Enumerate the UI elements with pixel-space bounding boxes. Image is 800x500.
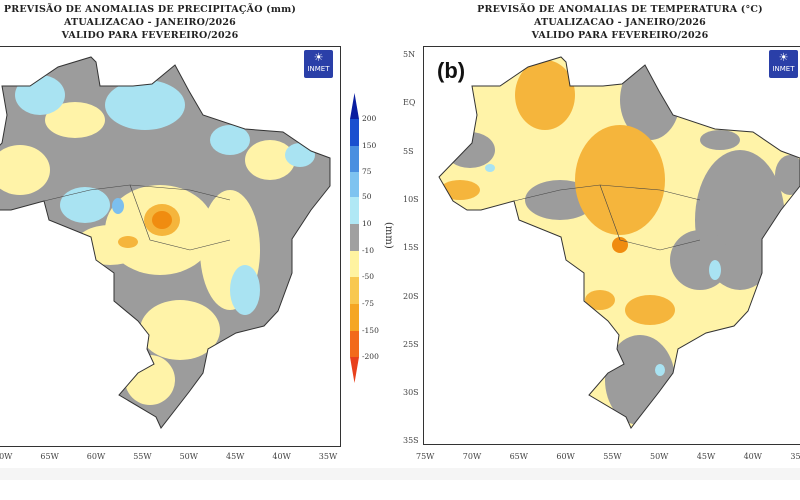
- legend-color-band: [350, 197, 359, 224]
- axis-tick-label: 55W: [603, 452, 622, 461]
- bottom-strip: [0, 468, 800, 480]
- legend-level-label: -75: [362, 299, 375, 308]
- legend-color-band: [350, 146, 359, 172]
- precip-map-frame: [0, 46, 341, 447]
- wet-anomaly-areas: [15, 75, 315, 315]
- axis-tick-label: 30S: [403, 388, 419, 398]
- title-line: VALIDO PARA FEVEREIRO/2026: [61, 30, 239, 41]
- axis-tick-label: 20S: [403, 291, 419, 301]
- legend-level-label: -150: [362, 326, 379, 335]
- temp-map-frame: [423, 46, 800, 445]
- legend-color-band: [350, 224, 359, 251]
- legend-top-arrow: [350, 93, 359, 119]
- axis-tick-label: 35W: [318, 452, 338, 461]
- axis-tick-label: 65W: [509, 452, 528, 461]
- axis-tick-label: 70W: [462, 452, 482, 461]
- inmet-logo: ☀ INMET: [304, 50, 333, 78]
- temp-title: PREVISÃO DE ANOMALIAS DE TEMPERATURA (°C…: [470, 3, 770, 42]
- inmet-logo: ☀ INMET: [769, 50, 798, 78]
- precip-title: PREVISÃO DE ANOMALIAS DE PRECIPITAÇÃO (m…: [0, 3, 300, 42]
- axis-tick-label: 50W: [179, 452, 198, 461]
- axis-tick-label: 50W: [650, 452, 669, 461]
- axis-tick-label: EQ: [403, 98, 416, 108]
- legend-color-band: [350, 119, 359, 146]
- axis-tick-label: 55W: [133, 452, 152, 461]
- axis-tick-label: 5S: [403, 146, 414, 156]
- axis-tick-label: 45W: [226, 452, 245, 461]
- legend-level-label: 150: [362, 141, 377, 150]
- axis-tick-label: 40W: [743, 452, 762, 461]
- precip-legend-colorbar: [350, 93, 359, 383]
- legend-level-label: 75: [362, 167, 372, 176]
- axis-tick-label: 5N: [403, 50, 416, 59]
- precip-anomaly-map: [0, 57, 330, 428]
- axis-tick-label: 40W: [272, 452, 291, 461]
- axis-tick-label: 60W: [86, 452, 106, 461]
- axis-tick-label: 60W: [556, 452, 575, 461]
- title-line: VALIDO PARA FEVEREIRO/2026: [531, 30, 709, 41]
- axis-tick-label: 35S: [403, 436, 419, 446]
- sun-cloud-icon: ☀: [313, 51, 324, 64]
- legend-level-label: -50: [362, 272, 375, 281]
- panel-label: (b): [437, 58, 466, 83]
- warm-anomaly-areas: [440, 60, 675, 325]
- legend-bottom-arrow: [350, 357, 359, 383]
- cool-anomaly-areas: [485, 164, 721, 376]
- axis-tick-label: 35W: [790, 452, 800, 461]
- legend-level-label: -200: [362, 352, 379, 361]
- legend-unit: (mm): [383, 222, 394, 249]
- axis-tick-label: 75W: [416, 452, 435, 461]
- legend-level-label: 200: [362, 114, 377, 123]
- sun-cloud-icon: ☀: [778, 51, 789, 64]
- state-borders: [43, 184, 701, 251]
- title-line: ATUALIZACAO - JANEIRO/2026: [64, 17, 236, 28]
- legend-color-band: [350, 331, 359, 357]
- title-line: PREVISÃO DE ANOMALIAS DE TEMPERATURA (°C…: [477, 4, 763, 15]
- legend-color-band: [350, 277, 359, 304]
- title-line: PREVISÃO DE ANOMALIAS DE PRECIPITAÇÃO (m…: [3, 4, 297, 15]
- axis-tick-label: 45W: [696, 452, 716, 461]
- axis-tick-label: 10S: [403, 194, 419, 204]
- legend-color-band: [350, 172, 359, 197]
- axis-tick-label: 65W: [40, 452, 59, 461]
- axis-tick-label: 15S: [403, 243, 419, 253]
- title-line: ATUALIZACAO - JANEIRO/2026: [534, 17, 706, 28]
- axis-tick-label: 70W: [0, 452, 13, 461]
- axis-tick-label: 25S: [403, 339, 419, 349]
- legend-color-band: [350, 304, 359, 331]
- legend-level-label: 50: [362, 192, 372, 201]
- legend-level-label: -10: [362, 246, 375, 255]
- legend-color-band: [350, 251, 359, 277]
- legend-level-label: 10: [362, 219, 372, 228]
- temp-anomaly-map: [439, 57, 800, 428]
